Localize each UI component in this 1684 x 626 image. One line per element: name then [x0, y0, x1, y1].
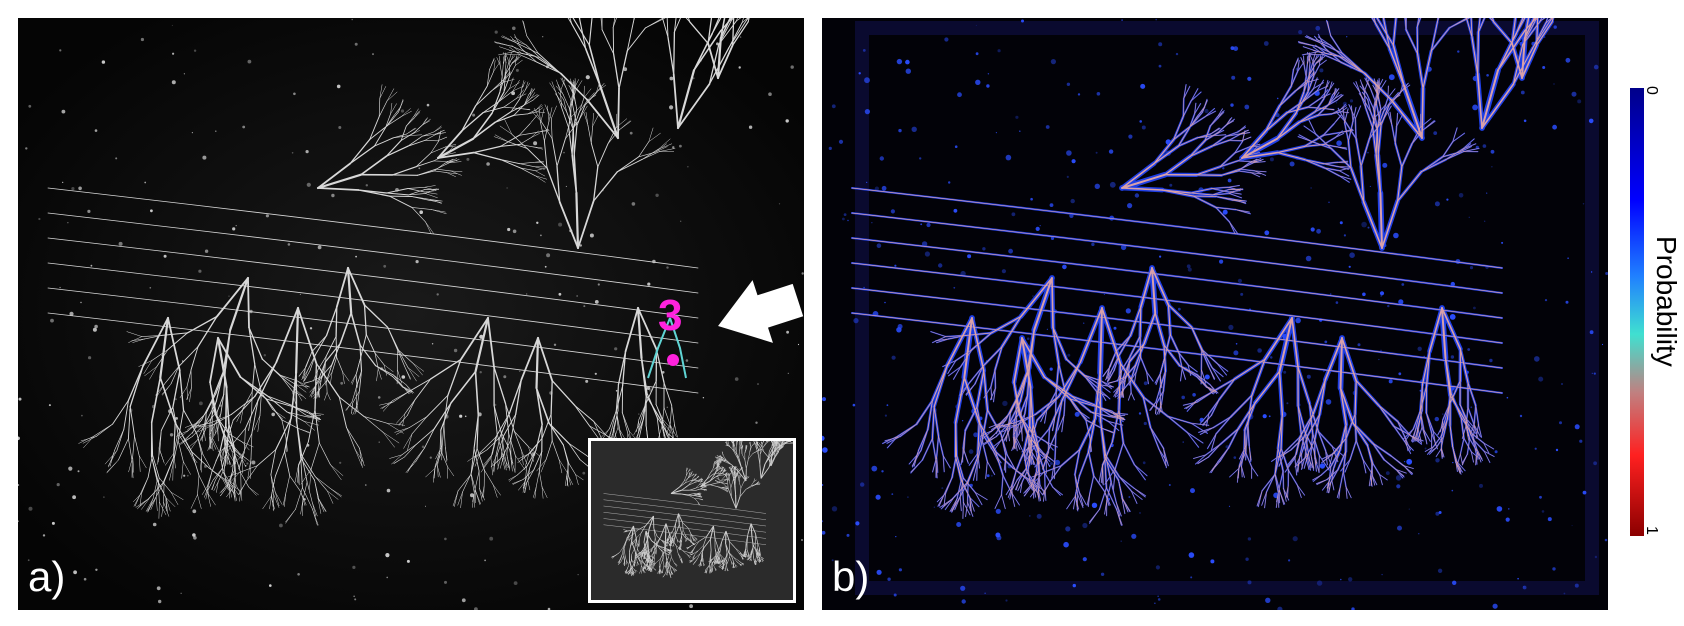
colorbar-min-label: 0 — [1643, 86, 1660, 95]
marker-dot — [667, 354, 679, 366]
inset-thumbnail — [591, 441, 793, 600]
panel-a-label: a) — [28, 553, 66, 600]
probability-colorbar: 0 1 Probability — [1620, 86, 1682, 540]
panel-b-label: b) — [832, 553, 870, 600]
arrow-icon — [718, 280, 804, 343]
neuron-image-a: 3 — [18, 18, 804, 610]
neuron-image-b — [822, 18, 1608, 610]
panel-a-grayscale-image: 3 a) — [18, 18, 804, 610]
panel-b-probability-image: b) — [822, 18, 1608, 610]
neuron-marker-label: 3 — [658, 291, 682, 340]
traced-dendrite — [647, 317, 687, 379]
colorbar-max-label: 1 — [1643, 526, 1660, 535]
colorbar-title: Probability — [1651, 236, 1682, 367]
colorbar-gradient — [1630, 88, 1644, 536]
overview-inset — [588, 438, 796, 603]
